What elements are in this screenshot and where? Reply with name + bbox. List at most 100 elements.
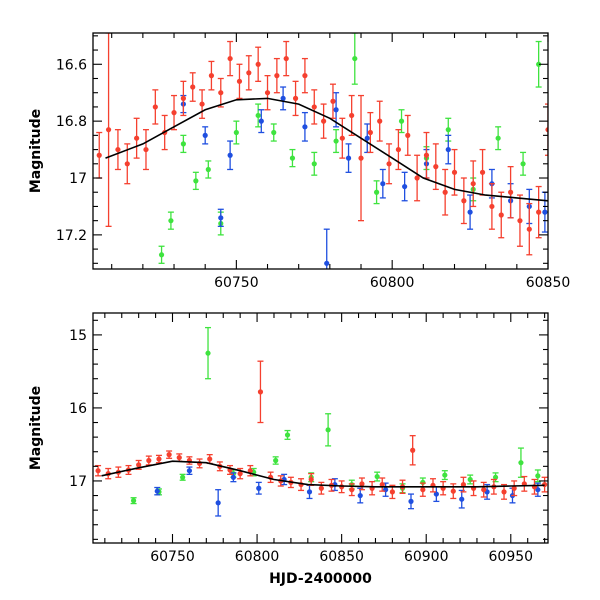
data-point <box>227 55 233 62</box>
data-point <box>470 181 476 187</box>
data-point <box>408 498 414 504</box>
data-point <box>273 457 279 464</box>
data-point <box>433 164 439 170</box>
data-point <box>156 456 162 462</box>
data-point <box>306 489 313 495</box>
bottom-data-layer <box>95 326 548 517</box>
data-point <box>186 468 193 474</box>
data-point <box>414 175 420 181</box>
y-tick-label: 16 <box>69 401 87 417</box>
data-point <box>180 141 186 147</box>
data-point <box>271 129 277 136</box>
top-panel: 60750 60800 60850 16.6 16.8 17 17.2 Magnitude <box>28 32 570 291</box>
data-point <box>498 212 504 218</box>
data-point <box>517 218 523 224</box>
top-plot-frame <box>92 32 549 270</box>
top-series-green <box>158 33 542 264</box>
data-point <box>257 389 264 395</box>
data-point <box>158 252 165 258</box>
data-point <box>292 95 299 101</box>
data-point <box>215 500 221 506</box>
data-point <box>105 127 112 133</box>
data-point <box>405 132 411 138</box>
data-point <box>402 183 408 190</box>
top-series-blue <box>180 86 548 269</box>
data-point <box>143 146 149 153</box>
data-point <box>199 101 205 107</box>
data-point <box>311 104 317 110</box>
data-point <box>467 209 473 215</box>
data-point <box>358 155 364 161</box>
data-point <box>536 209 542 215</box>
data-point <box>489 203 495 210</box>
data-point <box>345 155 352 161</box>
top-y-axis-label: Magnitude <box>28 109 44 193</box>
data-point <box>374 473 380 480</box>
data-point <box>324 260 330 266</box>
x-tick-label: 60800 <box>370 275 415 291</box>
data-point <box>289 155 296 161</box>
data-point <box>423 152 430 158</box>
data-point <box>526 226 532 232</box>
data-point <box>377 118 383 124</box>
data-point <box>380 181 386 187</box>
data-point <box>492 474 499 480</box>
data-point <box>218 90 224 96</box>
data-point <box>154 488 160 494</box>
data-point <box>352 55 358 62</box>
bottom-x-axis-label: HJD-2400000 <box>269 571 372 587</box>
x-tick-label: 60800 <box>235 549 280 565</box>
data-point <box>373 189 380 195</box>
data-point <box>433 491 439 497</box>
data-point <box>202 132 208 138</box>
data-point <box>180 474 186 480</box>
data-point <box>180 95 186 101</box>
data-point <box>420 487 426 493</box>
y-tick-label: 17 <box>69 171 87 187</box>
data-point <box>302 124 308 130</box>
data-point <box>227 152 233 158</box>
data-point <box>389 489 395 495</box>
data-point <box>190 84 196 90</box>
data-point <box>208 73 215 79</box>
bottom-series-green <box>130 326 541 505</box>
bottom-model-curve <box>101 460 545 488</box>
data-point <box>230 474 236 480</box>
data-point <box>115 146 121 153</box>
error-bar <box>545 103 548 156</box>
data-point <box>481 487 487 493</box>
data-point <box>535 487 541 493</box>
data-point <box>333 138 339 144</box>
data-point <box>511 485 517 491</box>
data-point <box>205 350 211 356</box>
data-point <box>246 70 252 76</box>
data-point <box>325 427 331 433</box>
data-point <box>501 489 507 495</box>
top-model-curve <box>105 97 548 202</box>
data-point <box>357 492 363 499</box>
data-point <box>445 146 451 153</box>
data-point <box>442 472 448 478</box>
data-point <box>207 456 213 462</box>
bottom-panel: 60750 60800 60850 60900 60950 15 16 17 Magnitude… <box>28 312 549 587</box>
x-tick-label: 60950 <box>489 549 534 565</box>
data-point <box>96 152 102 158</box>
bottom-series-red <box>95 360 548 500</box>
data-point <box>450 488 456 494</box>
data-point <box>536 61 542 67</box>
data-point <box>236 78 243 84</box>
data-point <box>256 485 262 491</box>
data-point <box>136 462 142 468</box>
data-point <box>255 112 261 119</box>
data-point <box>124 161 130 167</box>
data-point <box>451 169 458 175</box>
data-point <box>518 460 524 466</box>
data-point <box>134 135 140 141</box>
bottom-ticks: 60750 60800 60850 60900 60950 15 16 17 <box>69 313 548 565</box>
x-tick-label: 60750 <box>150 549 195 565</box>
data-point <box>520 161 526 167</box>
data-point <box>321 118 327 124</box>
data-point <box>333 107 339 113</box>
data-point <box>255 61 261 67</box>
data-point <box>302 73 308 79</box>
